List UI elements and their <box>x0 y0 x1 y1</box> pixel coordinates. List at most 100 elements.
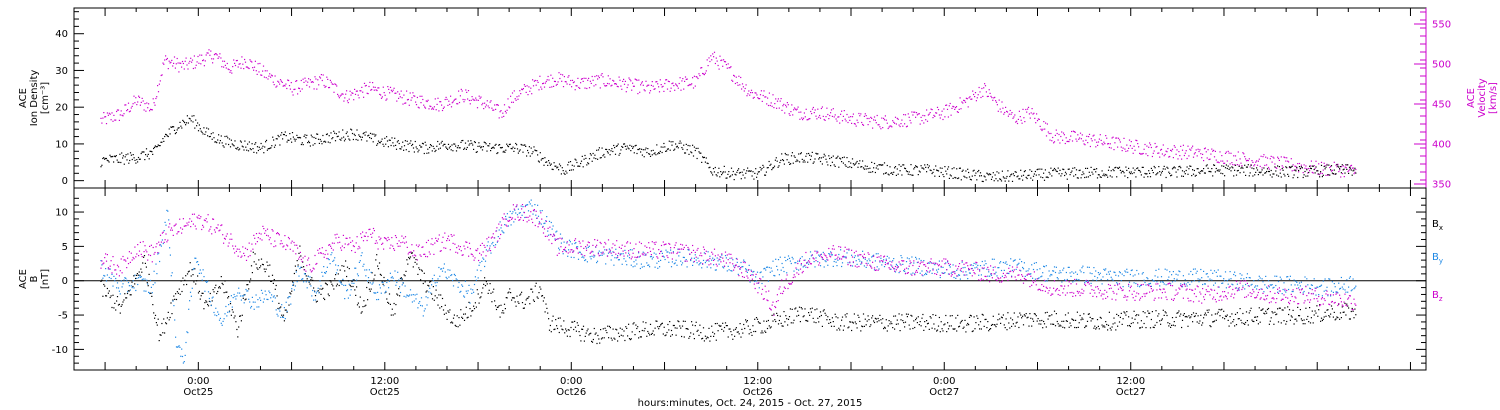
velocity-series-point <box>325 85 327 87</box>
density-series-point <box>615 145 617 147</box>
by-series-point <box>417 307 419 309</box>
velocity-series-point <box>1039 125 1041 127</box>
density-series-point <box>138 158 140 160</box>
velocity-series-point <box>154 104 156 106</box>
density-series-point <box>952 177 954 179</box>
velocity-series-point <box>474 99 476 101</box>
density-series-point <box>1142 166 1144 168</box>
density-series-point <box>317 133 319 135</box>
density-series-point <box>882 164 884 166</box>
density-series-point <box>900 165 902 167</box>
velocity-series-point <box>1084 144 1086 146</box>
bx-series-point <box>994 324 996 326</box>
density-series-point <box>1134 169 1136 171</box>
density-series-point <box>197 130 200 132</box>
density-series-point <box>298 137 300 139</box>
bx-series-point <box>1246 320 1248 322</box>
velocity-series-point <box>519 90 521 92</box>
bottom-tick-label: 10 <box>55 208 68 219</box>
density-series-point <box>1010 174 1012 176</box>
density-series-point <box>914 166 916 169</box>
by-series-point <box>561 237 563 239</box>
velocity-series-point <box>643 89 645 91</box>
velocity-series-point <box>736 82 738 84</box>
by-series-point <box>409 289 412 291</box>
by-series-point <box>710 267 712 269</box>
velocity-series-point <box>264 70 266 72</box>
bx-series-point <box>1096 327 1098 329</box>
velocity-series-point <box>966 98 968 100</box>
density-series-point <box>197 122 199 124</box>
velocity-series-point <box>882 127 884 129</box>
velocity-series-point <box>887 127 889 130</box>
bx-series-point <box>358 306 360 308</box>
velocity-series-point <box>1166 151 1168 153</box>
by-series-point <box>320 285 322 287</box>
by-series-point <box>141 279 143 281</box>
by-series-point <box>133 287 135 289</box>
by-series-point <box>560 242 562 244</box>
velocity-series-point <box>447 104 449 106</box>
by-series-point <box>427 297 429 299</box>
density-series-point <box>936 169 938 171</box>
density-series-point <box>858 163 860 165</box>
density-series-point <box>1286 167 1288 169</box>
velocity-series-point <box>128 111 130 113</box>
density-series-point <box>1206 164 1208 166</box>
density-series-point <box>781 153 783 155</box>
velocity-series-point <box>971 98 973 100</box>
bx-series-point <box>444 304 446 306</box>
velocity-series-point <box>1243 153 1245 155</box>
bx-series-point <box>1349 318 1351 320</box>
by-series-point <box>664 258 666 261</box>
bx-series-point <box>1266 308 1269 311</box>
density-series-point <box>120 161 122 164</box>
velocity-series-point <box>1057 139 1059 141</box>
velocity-series-point <box>354 88 356 90</box>
velocity-series-point <box>606 85 608 87</box>
density-series-point <box>370 137 372 140</box>
bx-series-point <box>894 315 897 317</box>
bx-series-point <box>580 340 582 342</box>
velocity-series-point <box>618 76 620 78</box>
velocity-series-point <box>720 59 722 62</box>
velocity-series-point <box>215 53 217 55</box>
velocity-series-point <box>903 114 905 116</box>
by-series-point <box>511 213 513 215</box>
by-series-point <box>677 248 679 250</box>
density-series-point <box>1346 168 1348 170</box>
velocity-series-point <box>734 82 736 85</box>
bx-series-point <box>739 323 741 325</box>
by-series-point <box>269 292 271 294</box>
density-series-point <box>588 158 591 160</box>
bx-series-point <box>470 315 472 317</box>
by-series-point <box>682 256 684 258</box>
density-series-point <box>1301 167 1303 169</box>
density-series-point <box>144 159 146 161</box>
velocity-series-point <box>594 75 596 78</box>
by-series-point <box>238 287 240 289</box>
velocity-series-point <box>815 115 817 117</box>
bx-series-point <box>127 290 129 292</box>
by-series-point <box>662 255 664 257</box>
density-series-point <box>689 145 691 147</box>
bx-series-point <box>658 328 660 330</box>
density-series-point <box>681 147 683 149</box>
by-series-point <box>653 252 655 254</box>
velocity-series-point <box>376 89 378 92</box>
bx-series-point <box>360 312 362 314</box>
bx-series-point <box>974 328 976 330</box>
bx-series-point <box>570 326 572 329</box>
velocity-series-point <box>1260 155 1262 157</box>
velocity-series-point <box>626 86 628 89</box>
density-series-point <box>183 120 185 123</box>
by-series-point <box>628 252 630 254</box>
bx-series-point <box>568 329 570 331</box>
bx-series-point <box>1277 308 1279 310</box>
velocity-series-point <box>761 100 763 102</box>
velocity-series-point <box>688 84 690 86</box>
bx-series-point <box>1089 316 1091 318</box>
bx-series-point <box>976 315 978 317</box>
bx-series-point <box>553 328 555 331</box>
density-series-point <box>342 129 344 131</box>
